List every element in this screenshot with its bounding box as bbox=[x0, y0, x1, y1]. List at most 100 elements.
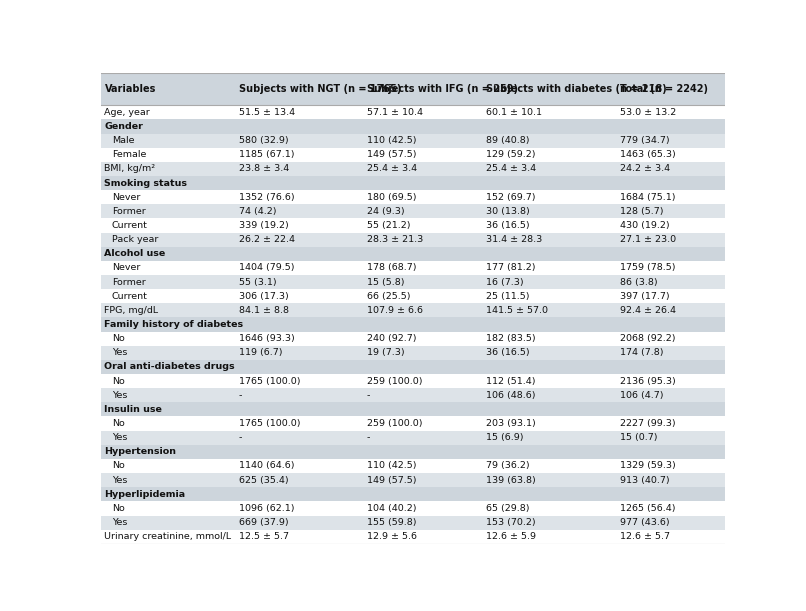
Text: 110 (42.5): 110 (42.5) bbox=[367, 136, 417, 145]
Text: 60.1 ± 10.1: 60.1 ± 10.1 bbox=[485, 108, 542, 117]
Text: 1765 (100.0): 1765 (100.0) bbox=[239, 376, 301, 386]
Text: 12.5 ± 5.7: 12.5 ± 5.7 bbox=[239, 532, 289, 541]
Text: 26.2 ± 22.4: 26.2 ± 22.4 bbox=[239, 235, 295, 244]
Text: 1404 (79.5): 1404 (79.5) bbox=[239, 263, 294, 273]
Text: 1463 (65.3): 1463 (65.3) bbox=[620, 150, 675, 159]
Text: 55 (21.2): 55 (21.2) bbox=[367, 221, 410, 230]
Bar bbox=[101, 502, 725, 516]
Text: Yes: Yes bbox=[112, 433, 127, 442]
Text: -: - bbox=[367, 433, 370, 442]
Text: Subjects with diabetes (n = 218): Subjects with diabetes (n = 218) bbox=[485, 84, 667, 94]
Bar bbox=[101, 289, 725, 303]
Text: 129 (59.2): 129 (59.2) bbox=[485, 150, 535, 159]
Text: No: No bbox=[112, 461, 125, 470]
Text: No: No bbox=[112, 334, 125, 343]
Bar bbox=[101, 261, 725, 275]
Text: Oral anti-diabetes drugs: Oral anti-diabetes drugs bbox=[105, 362, 235, 371]
Bar bbox=[101, 134, 725, 148]
Text: 79 (36.2): 79 (36.2) bbox=[485, 461, 530, 470]
Text: Gender: Gender bbox=[105, 122, 143, 131]
Text: Hyperlipidemia: Hyperlipidemia bbox=[105, 490, 185, 499]
Text: 178 (68.7): 178 (68.7) bbox=[367, 263, 417, 273]
Text: 27.1 ± 23.0: 27.1 ± 23.0 bbox=[620, 235, 676, 244]
Text: Family history of diabetes: Family history of diabetes bbox=[105, 320, 243, 329]
Text: Alcohol use: Alcohol use bbox=[105, 249, 166, 258]
Text: 106 (48.6): 106 (48.6) bbox=[485, 391, 535, 400]
Text: Never: Never bbox=[112, 192, 140, 202]
Text: 24 (9.3): 24 (9.3) bbox=[367, 207, 405, 216]
Text: 30 (13.8): 30 (13.8) bbox=[485, 207, 530, 216]
Text: 1646 (93.3): 1646 (93.3) bbox=[239, 334, 294, 343]
Text: 15 (0.7): 15 (0.7) bbox=[620, 433, 658, 442]
Text: 139 (63.8): 139 (63.8) bbox=[485, 475, 535, 485]
Bar bbox=[101, 346, 725, 360]
Bar bbox=[101, 417, 725, 431]
Text: 128 (5.7): 128 (5.7) bbox=[620, 207, 663, 216]
Text: Current: Current bbox=[112, 221, 147, 230]
Text: 112 (51.4): 112 (51.4) bbox=[485, 376, 535, 386]
Text: Urinary creatinine, mmol/L: Urinary creatinine, mmol/L bbox=[105, 532, 231, 541]
Text: 1140 (64.6): 1140 (64.6) bbox=[239, 461, 294, 470]
Text: 12.9 ± 5.6: 12.9 ± 5.6 bbox=[367, 532, 417, 541]
Text: 580 (32.9): 580 (32.9) bbox=[239, 136, 289, 145]
Text: 1765 (100.0): 1765 (100.0) bbox=[239, 419, 301, 428]
Text: 240 (92.7): 240 (92.7) bbox=[367, 334, 417, 343]
Text: 339 (19.2): 339 (19.2) bbox=[239, 221, 289, 230]
Text: Yes: Yes bbox=[112, 348, 127, 357]
Text: 12.6 ± 5.9: 12.6 ± 5.9 bbox=[485, 532, 535, 541]
Text: 2068 (92.2): 2068 (92.2) bbox=[620, 334, 675, 343]
Text: Male: Male bbox=[112, 136, 135, 145]
Text: 141.5 ± 57.0: 141.5 ± 57.0 bbox=[485, 306, 547, 315]
Bar bbox=[101, 431, 725, 445]
Bar bbox=[101, 162, 725, 176]
Text: 1329 (59.3): 1329 (59.3) bbox=[620, 461, 675, 470]
Text: 119 (6.7): 119 (6.7) bbox=[239, 348, 282, 357]
Bar bbox=[101, 530, 725, 544]
Bar bbox=[101, 233, 725, 247]
Text: 2227 (99.3): 2227 (99.3) bbox=[620, 419, 675, 428]
Text: 107.9 ± 6.6: 107.9 ± 6.6 bbox=[367, 306, 423, 315]
Text: 89 (40.8): 89 (40.8) bbox=[485, 136, 529, 145]
Text: 259 (100.0): 259 (100.0) bbox=[367, 419, 422, 428]
Text: 913 (40.7): 913 (40.7) bbox=[620, 475, 670, 485]
Text: 153 (70.2): 153 (70.2) bbox=[485, 518, 535, 527]
Text: 28.3 ± 21.3: 28.3 ± 21.3 bbox=[367, 235, 423, 244]
Bar bbox=[101, 332, 725, 346]
Text: Yes: Yes bbox=[112, 391, 127, 400]
Text: 1096 (62.1): 1096 (62.1) bbox=[239, 504, 294, 513]
Text: 779 (34.7): 779 (34.7) bbox=[620, 136, 670, 145]
Text: -: - bbox=[239, 433, 242, 442]
Bar bbox=[101, 73, 725, 105]
Text: Yes: Yes bbox=[112, 518, 127, 527]
Text: 86 (3.8): 86 (3.8) bbox=[620, 277, 658, 287]
Text: 180 (69.5): 180 (69.5) bbox=[367, 192, 417, 202]
Text: 51.5 ± 13.4: 51.5 ± 13.4 bbox=[239, 108, 295, 117]
Bar bbox=[101, 190, 725, 204]
Text: Former: Former bbox=[112, 207, 146, 216]
Text: FPG, mg/dL: FPG, mg/dL bbox=[105, 306, 159, 315]
Text: 1185 (67.1): 1185 (67.1) bbox=[239, 150, 294, 159]
Text: 174 (7.8): 174 (7.8) bbox=[620, 348, 663, 357]
Text: 149 (57.5): 149 (57.5) bbox=[367, 150, 417, 159]
Text: 36 (16.5): 36 (16.5) bbox=[485, 221, 530, 230]
Bar bbox=[101, 120, 725, 134]
Bar bbox=[101, 219, 725, 233]
Text: 977 (43.6): 977 (43.6) bbox=[620, 518, 670, 527]
Text: Smoking status: Smoking status bbox=[105, 178, 188, 188]
Bar bbox=[101, 374, 725, 388]
Text: 152 (69.7): 152 (69.7) bbox=[485, 192, 535, 202]
Text: 669 (37.9): 669 (37.9) bbox=[239, 518, 289, 527]
Text: 306 (17.3): 306 (17.3) bbox=[239, 292, 289, 301]
Text: Female: Female bbox=[112, 150, 147, 159]
Text: 92.4 ± 26.4: 92.4 ± 26.4 bbox=[620, 306, 676, 315]
Text: 1684 (75.1): 1684 (75.1) bbox=[620, 192, 675, 202]
Text: 625 (35.4): 625 (35.4) bbox=[239, 475, 289, 485]
Text: 74 (4.2): 74 (4.2) bbox=[239, 207, 276, 216]
Text: Hypertension: Hypertension bbox=[105, 447, 177, 456]
Bar bbox=[101, 318, 725, 332]
Text: BMI, kg/m²: BMI, kg/m² bbox=[105, 164, 156, 174]
Bar bbox=[101, 105, 725, 120]
Text: 84.1 ± 8.8: 84.1 ± 8.8 bbox=[239, 306, 289, 315]
Text: Current: Current bbox=[112, 292, 147, 301]
Text: Never: Never bbox=[112, 263, 140, 273]
